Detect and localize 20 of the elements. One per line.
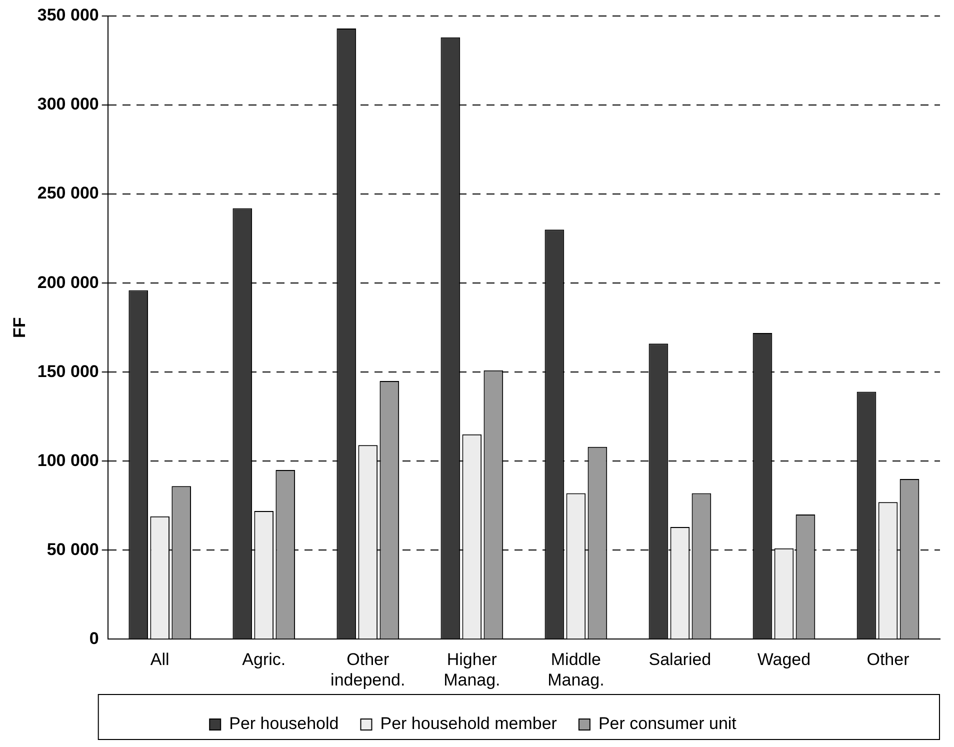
y-tick-label: 350 000: [37, 6, 99, 25]
legend-label: Per consumer unit: [598, 714, 737, 734]
x-tick-label: Middle Manag.: [548, 650, 604, 690]
x-tick-label: Other: [866, 650, 910, 670]
x-tick-label: All: [150, 650, 170, 670]
legend-label: Per household member: [380, 714, 558, 734]
x-tick-label: Higher Manag.: [444, 650, 500, 690]
legend-label: Per household: [229, 714, 339, 734]
y-tick-label: 200 000: [37, 272, 99, 292]
y-tick-label: 0: [89, 628, 99, 648]
x-tick-label: Agric.: [242, 650, 286, 670]
y-tick-label: 300 000: [37, 94, 99, 114]
y-tick-label: 50 000: [46, 540, 99, 559]
x-tick-label: Waged: [757, 650, 811, 670]
y-tick-label: 100 000: [37, 450, 99, 470]
y-tick-label: 150 000: [37, 362, 99, 381]
y-axis-title: FF: [10, 317, 29, 338]
x-tick-label: Salaried: [648, 650, 712, 670]
x-tick-label: Other independ.: [330, 650, 406, 690]
y-tick-label: 250 000: [37, 184, 99, 203]
